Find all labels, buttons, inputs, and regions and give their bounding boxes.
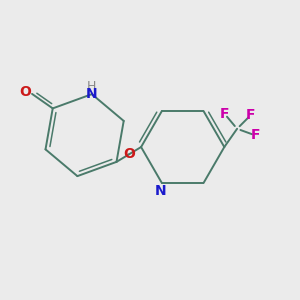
Text: O: O bbox=[123, 148, 135, 161]
Text: F: F bbox=[250, 128, 260, 142]
Text: N: N bbox=[154, 184, 166, 198]
Text: F: F bbox=[220, 107, 230, 121]
Text: N: N bbox=[86, 88, 98, 101]
Text: O: O bbox=[20, 85, 32, 99]
Text: H: H bbox=[87, 80, 97, 93]
Text: F: F bbox=[246, 108, 256, 122]
